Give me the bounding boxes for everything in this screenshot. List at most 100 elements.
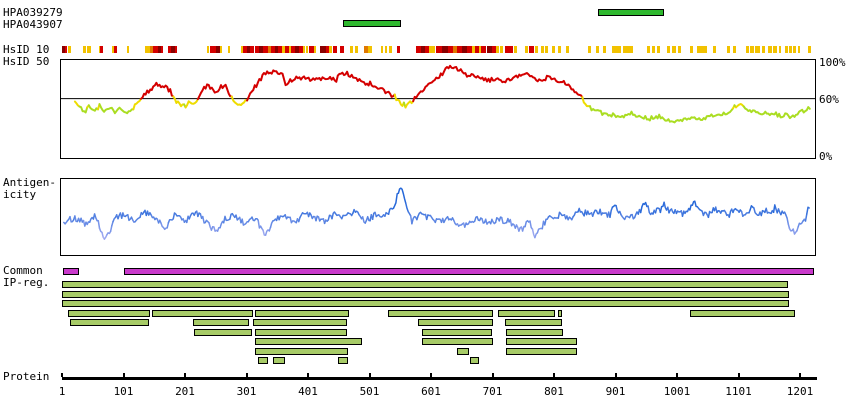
ip-region-bar — [194, 328, 252, 336]
ip-region-bar — [70, 319, 149, 326]
curve-segment — [106, 230, 112, 236]
antibody-bar — [343, 20, 401, 27]
identity-tick — [453, 46, 457, 53]
curve-segment — [806, 206, 810, 215]
antibody-id-label: HPA039279 — [3, 6, 63, 19]
identity-tick — [479, 46, 482, 53]
identity-tick — [472, 46, 476, 53]
identity-tick — [442, 46, 449, 53]
identity-tick — [808, 46, 812, 53]
identity-tick — [384, 46, 387, 53]
curve-segment — [429, 214, 435, 222]
identity-tick — [309, 46, 315, 53]
curve-segment — [639, 201, 649, 214]
identity-tick — [247, 46, 251, 53]
ip-region-bar — [421, 328, 492, 336]
identity-tick — [167, 46, 171, 53]
identity-tick — [111, 46, 115, 53]
identity-tick — [525, 46, 529, 53]
axis-tick — [184, 373, 186, 377]
identity-tick — [499, 46, 503, 53]
curve-segment — [88, 216, 95, 223]
axis-tick-label: 1101 — [725, 385, 752, 398]
curve-segment — [103, 234, 108, 240]
identity-tick — [456, 46, 463, 53]
curve-segment — [416, 211, 427, 221]
identity-tick — [250, 46, 254, 53]
identity-tick — [462, 46, 468, 53]
axis-tick — [245, 373, 248, 377]
curve-segment — [536, 227, 544, 234]
axis-tick — [614, 373, 617, 377]
ip-region-bar — [504, 319, 562, 326]
identity-tick — [435, 46, 442, 53]
ip-region-bar — [387, 309, 494, 317]
identity-tick — [785, 46, 789, 53]
ip-region-bar — [62, 281, 788, 288]
axis-tick-label: 101 — [113, 385, 134, 398]
curve-segment — [341, 212, 354, 220]
curve-segment — [742, 212, 750, 217]
curve-segment — [140, 81, 175, 100]
ip-region-bar — [421, 338, 494, 345]
identity-tick — [215, 46, 221, 53]
curve-segment — [98, 103, 135, 115]
axis-tick-label: 1001 — [663, 385, 691, 398]
axis-tick — [430, 373, 432, 377]
curve-segment — [78, 105, 89, 114]
identity-tick — [255, 46, 259, 53]
axis-tick — [307, 373, 309, 377]
curve-segment — [500, 216, 508, 225]
ip-region-bar — [498, 309, 556, 317]
curve-segment — [599, 208, 608, 216]
axis-tick-label: 901 — [605, 385, 626, 398]
identity-tick — [149, 46, 153, 53]
axis-tick — [799, 373, 801, 377]
identity-tick — [424, 46, 430, 53]
curve-segment — [364, 215, 371, 224]
curve-segment — [572, 211, 579, 218]
identity-tick — [258, 46, 264, 53]
curve-segment — [484, 218, 492, 225]
curve-segment — [792, 228, 798, 235]
common-region-bar — [124, 268, 815, 275]
identity-tick — [397, 46, 401, 53]
curve-segment — [392, 187, 407, 209]
identity-tick — [290, 46, 296, 53]
identity-tick — [207, 46, 209, 53]
identity-tick — [552, 46, 556, 53]
common-ip-track-label: Common — [3, 264, 43, 277]
identity-tick — [689, 46, 693, 53]
curve-segment — [289, 216, 298, 224]
ip-region-bar — [258, 357, 268, 364]
identity-tick — [285, 46, 289, 53]
ip-region-bar — [338, 357, 348, 364]
identity-tick — [100, 46, 104, 53]
curve-segment — [387, 207, 395, 215]
curve-segment — [405, 202, 409, 213]
curve-segment — [786, 217, 790, 225]
identity-tick — [622, 46, 633, 53]
curve-segment — [127, 214, 134, 222]
curve-segment — [307, 212, 312, 218]
curve-segment — [728, 208, 733, 218]
axis-tick-label: 601 — [421, 385, 441, 398]
ip-region-bar — [418, 319, 494, 326]
identity-tick — [467, 46, 473, 53]
identity-tick — [282, 46, 286, 53]
identity-tick — [611, 46, 621, 53]
curve-segment — [73, 100, 81, 108]
identity-tick — [651, 46, 655, 53]
curve-segment — [732, 207, 739, 214]
curve-segment — [765, 207, 772, 215]
identity-tick — [755, 46, 760, 53]
curve-segment — [609, 206, 614, 219]
identity-tick — [504, 46, 513, 53]
identity-tick — [750, 46, 754, 53]
curve-segment — [689, 200, 699, 211]
identity-tick — [277, 46, 283, 53]
ip-region-bar — [253, 319, 347, 326]
curve-segment — [188, 211, 197, 220]
antigenicity-line-chart — [60, 178, 816, 256]
curve-segment — [84, 221, 91, 227]
